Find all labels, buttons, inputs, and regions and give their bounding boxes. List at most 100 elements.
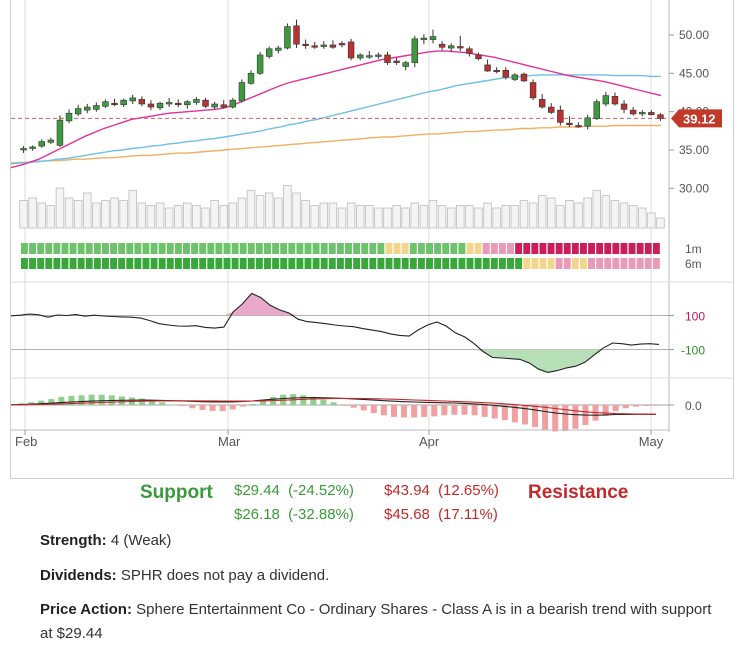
strength-cell	[498, 243, 506, 254]
macd-histogram-bar	[632, 405, 639, 407]
candle-body	[284, 26, 291, 49]
volume-bar	[601, 195, 611, 229]
strength-cell	[304, 243, 312, 254]
strength-cell	[336, 243, 344, 254]
sma-long-line	[11, 124, 661, 164]
strength-cell	[620, 258, 628, 269]
strength-cell	[102, 243, 109, 254]
volume-bar	[346, 202, 356, 229]
strength-cell	[555, 258, 563, 269]
candle-body	[275, 47, 282, 51]
macd-histogram-bar	[159, 402, 166, 405]
volume-bar	[501, 205, 510, 229]
strength-cell	[174, 243, 182, 254]
volume-bar	[392, 205, 401, 229]
sma-short-line	[11, 50, 662, 169]
macd-histogram-bar	[532, 405, 539, 428]
strength-cell	[539, 258, 547, 269]
strength-cell	[288, 258, 296, 269]
strength-cell	[102, 258, 109, 269]
candle-body	[657, 114, 664, 119]
volume-bar	[210, 200, 219, 229]
volume-bar	[192, 205, 201, 229]
strength-value: 4 (Weak)	[110, 532, 172, 549]
volume-bar	[410, 202, 420, 229]
price-tick-label: 30.00	[679, 181, 709, 195]
strength-cell	[498, 258, 506, 269]
resistance-level-2: $45.68 (17.11%)	[384, 506, 498, 523]
volume-bar	[656, 217, 665, 229]
strength-cell	[652, 243, 660, 254]
candle-body	[466, 48, 473, 54]
candle-body	[93, 105, 100, 110]
strength-cell	[385, 243, 393, 254]
strength-cell	[596, 258, 604, 269]
candle-body	[238, 82, 246, 102]
candle-body	[438, 43, 446, 48]
strength-cell	[288, 243, 296, 254]
strength-cell	[442, 258, 450, 269]
strength-cell	[85, 258, 93, 269]
support-level-2: $26.18 (-32.88%)	[234, 506, 354, 523]
candle-body	[502, 69, 509, 78]
candle-body	[602, 95, 610, 105]
strength-cell	[515, 243, 523, 254]
strength-cell	[466, 243, 474, 254]
strength-cell	[110, 258, 118, 269]
candle-body	[156, 102, 164, 109]
candle-body	[611, 96, 619, 105]
strength-cell	[482, 243, 490, 254]
candle-body	[29, 146, 36, 149]
macd-histogram-bar	[421, 405, 428, 417]
strength-cell	[507, 243, 514, 254]
macd-histogram-bar	[542, 405, 549, 430]
candle-body	[220, 104, 227, 108]
macd-histogram-bar	[189, 405, 196, 409]
candle-body	[120, 99, 127, 106]
macd-histogram-bar	[179, 405, 186, 407]
macd-histogram-bar	[521, 405, 528, 425]
strength-cell	[547, 258, 555, 269]
volume-bar	[537, 195, 547, 229]
volume-bar	[46, 205, 56, 229]
macd-histogram-bar	[219, 405, 226, 411]
candle-body	[520, 73, 528, 82]
strength-cell	[401, 258, 409, 269]
volume-bar	[647, 212, 656, 229]
macd-histogram-bar	[612, 405, 619, 411]
strength-cell	[69, 258, 77, 269]
strength-cell	[458, 258, 466, 269]
strength-cell	[612, 258, 620, 269]
macd-histogram-bar	[390, 405, 397, 417]
strength-cell	[150, 258, 158, 269]
strength-cell	[239, 243, 247, 254]
macd-histogram-bar	[310, 396, 317, 405]
candle-body	[393, 60, 400, 63]
candle-body	[548, 106, 555, 113]
strength-cell	[612, 243, 620, 254]
strength-cell	[85, 243, 93, 254]
strength-cell	[377, 258, 385, 269]
volume-bar	[37, 202, 46, 229]
strength-cell	[134, 243, 142, 254]
macd-histogram-bar	[300, 395, 307, 405]
candle-body	[402, 62, 409, 67]
volume-bar	[319, 202, 329, 229]
price-tick-label: 50.00	[679, 28, 709, 42]
volume-bar	[419, 205, 429, 229]
strength-cell	[401, 243, 409, 254]
candle-body	[293, 25, 300, 45]
strength-cell	[312, 258, 320, 269]
price-action-label: Price Action:	[40, 601, 132, 618]
volume-bar	[610, 200, 620, 229]
candle-body	[511, 74, 519, 80]
macd-histogram-bar	[642, 405, 649, 407]
macd-histogram-bar	[249, 403, 256, 405]
strength-cell	[458, 243, 466, 254]
macd-signal-line	[11, 397, 657, 415]
candle-body	[475, 54, 482, 60]
strength-cell	[417, 243, 425, 254]
volume-bar	[474, 207, 483, 229]
resistance-label: Resistance	[528, 482, 629, 503]
macd-histogram-bar	[501, 405, 508, 421]
